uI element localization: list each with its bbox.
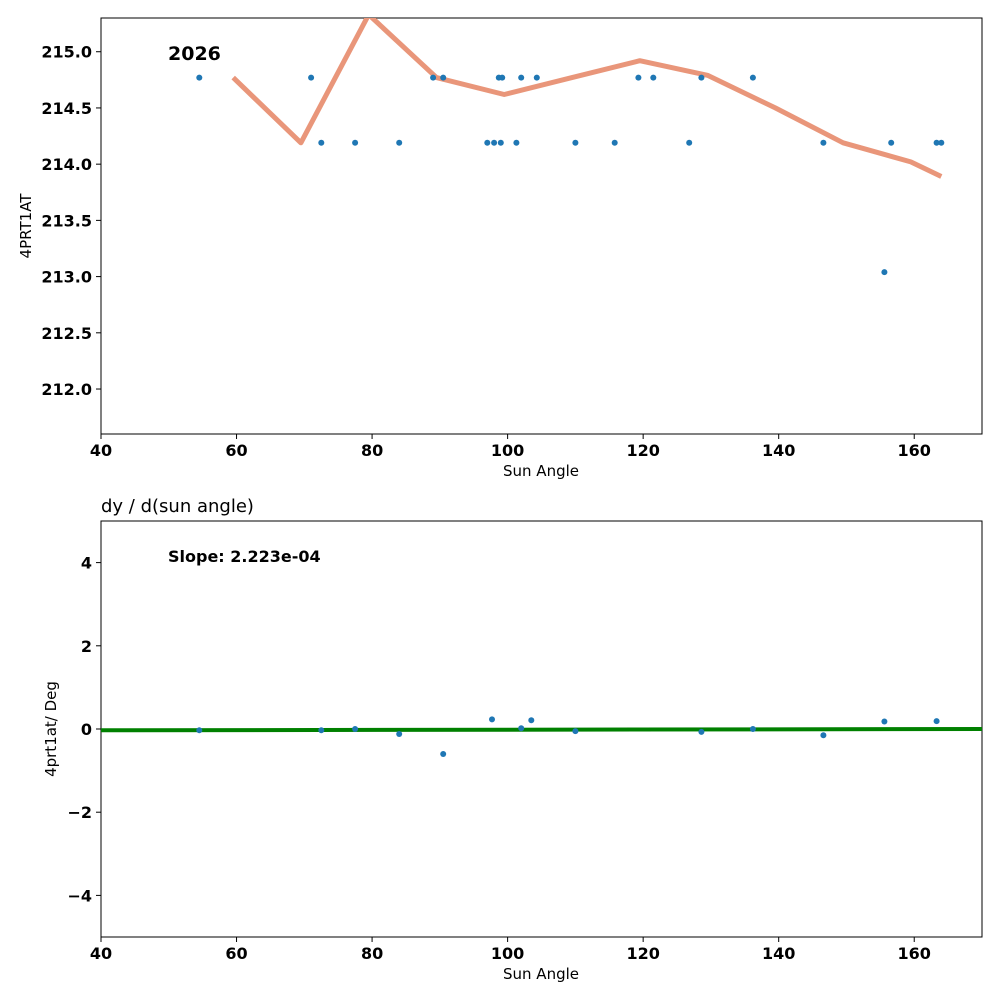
scatter-point: [499, 74, 506, 81]
y-tick-label: 213.0: [41, 268, 92, 287]
scatter-point: [933, 718, 940, 725]
x-tick-label: 120: [626, 441, 659, 460]
scatter-point: [749, 726, 756, 732]
scatter-point: [572, 728, 579, 735]
scatter-point: [440, 74, 447, 81]
scatter-point: [352, 726, 359, 732]
scatter-point: [698, 74, 705, 81]
scatter-point: [650, 74, 657, 81]
x-tick-label: 80: [361, 944, 383, 963]
scatter-point: [352, 139, 359, 146]
bottom-title: dy / d(sun angle): [101, 496, 254, 517]
x-tick-label: 100: [491, 944, 524, 963]
scatter-point: [572, 139, 579, 146]
scatter-point: [308, 74, 315, 81]
scatter-point: [484, 139, 491, 146]
scatter-point: [938, 139, 945, 146]
x-tick-label: 140: [762, 944, 795, 963]
scatter-point: [749, 74, 756, 81]
y-tick-label: 212.5: [41, 324, 92, 343]
scatter-point: [518, 725, 525, 732]
x-tick-label: 100: [491, 441, 524, 460]
scatter-point: [318, 139, 325, 146]
bottom-x-axis-label: Sun Angle: [503, 965, 579, 983]
x-tick-label: 120: [626, 944, 659, 963]
scatter-point: [635, 74, 642, 81]
scatter-point: [396, 731, 403, 737]
scatter-point: [518, 74, 525, 81]
top-panel: 2026 Sun Angle 4PRT1AT 40 60 80 100 120 140 16…: [17, 17, 983, 480]
scatter-point: [430, 74, 437, 81]
top-x-axis-label: Sun Angle: [503, 462, 579, 480]
y-tick-label: 2: [81, 637, 92, 656]
y-tick-label: 0: [81, 720, 92, 739]
x-tick-label: 140: [762, 441, 795, 460]
scatter-point: [318, 727, 325, 734]
scatter-point: [196, 74, 203, 81]
y-tick-label: 214.5: [41, 99, 92, 118]
x-tick-label: 60: [225, 944, 247, 963]
series-line: [231, 18, 943, 179]
scatter-point: [491, 139, 498, 146]
scatter-point: [820, 139, 827, 146]
scatter-point: [513, 139, 520, 146]
scatter-point: [533, 74, 540, 81]
bottom-panel: dy / d(sun angle) Slope: 2.223e-04 Sun A…: [42, 496, 983, 983]
scatter-point: [196, 727, 203, 734]
scatter-point: [396, 139, 403, 146]
series-line: [101, 727, 982, 733]
top-y-axis-label: 4PRT1AT: [17, 193, 35, 259]
scatter-point: [888, 139, 895, 146]
bottom-y-axis-label: 4prt1at/ Deg: [42, 681, 60, 777]
x-tick-label: 60: [225, 441, 247, 460]
scatter-point: [820, 732, 827, 739]
x-tick-label: 160: [898, 441, 931, 460]
plot-frame: [100, 17, 983, 435]
x-tick-label: 40: [90, 441, 112, 460]
scatter-point: [611, 139, 618, 146]
x-tick-label: 40: [90, 944, 112, 963]
scatter-point: [881, 718, 888, 725]
y-tick-label: −2: [67, 803, 92, 822]
y-tick-label: 212.0: [41, 380, 92, 399]
bottom-annotation: Slope: 2.223e-04: [168, 547, 321, 566]
y-tick-label: 213.5: [41, 211, 92, 230]
scatter-point: [528, 717, 535, 724]
y-tick-label: −4: [67, 886, 92, 905]
scatter-point: [881, 269, 888, 276]
top-annotation: 2026: [168, 43, 221, 65]
scatter-point: [497, 139, 504, 146]
x-tick-label: 160: [898, 944, 931, 963]
y-tick-label: 215.0: [41, 43, 92, 62]
scatter-point: [698, 728, 705, 735]
y-tick-label: 4: [81, 554, 92, 573]
scatter-point: [686, 139, 693, 146]
scatter-point: [489, 716, 495, 723]
scatter-point: [440, 751, 447, 757]
x-tick-label: 80: [361, 441, 383, 460]
y-tick-label: 214.0: [41, 155, 92, 174]
scatter-point: [933, 139, 940, 146]
